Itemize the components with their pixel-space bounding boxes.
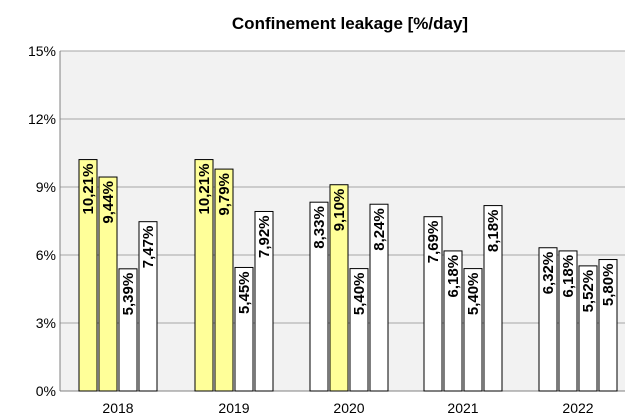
y-tick-label: 15%	[28, 43, 56, 59]
bar	[349, 268, 369, 392]
bar	[538, 247, 558, 392]
bar	[78, 159, 98, 392]
data-label: 6,32%	[540, 252, 557, 295]
y-tick-label: 3%	[36, 315, 56, 331]
bar	[329, 184, 349, 392]
data-label: 8,18%	[485, 210, 502, 253]
bar	[309, 201, 329, 392]
data-label: 9,79%	[216, 173, 233, 216]
data-label: 8,24%	[371, 208, 388, 251]
bar	[254, 210, 274, 392]
data-label: 6,18%	[445, 255, 462, 298]
data-label: 5,52%	[580, 270, 597, 313]
bar	[194, 159, 214, 392]
x-tick-label: 2019	[218, 400, 249, 416]
data-label: 7,69%	[425, 221, 442, 264]
y-tick-label: 0%	[36, 383, 56, 399]
x-tick-label: 2021	[447, 400, 478, 416]
bar	[423, 216, 443, 392]
bar	[558, 250, 578, 392]
x-tick-label: 2022	[562, 400, 593, 416]
bar	[214, 168, 234, 392]
bar	[138, 221, 158, 392]
bar	[234, 266, 254, 392]
chart-title: Confinement leakage [%/day]	[232, 14, 468, 33]
bar	[118, 268, 138, 392]
data-label: 5,40%	[465, 273, 482, 316]
data-label: 5,45%	[236, 271, 253, 314]
data-label: 7,92%	[256, 215, 273, 258]
bar	[98, 176, 118, 392]
bar	[483, 205, 503, 392]
data-label: 5,39%	[120, 273, 137, 316]
data-label: 5,80%	[600, 264, 617, 307]
bar	[443, 250, 463, 392]
data-label: 9,10%	[331, 189, 348, 232]
data-label: 10,21%	[80, 164, 97, 215]
y-tick-label: 6%	[36, 247, 56, 263]
data-label: 9,44%	[100, 181, 117, 224]
plot-area: 0%3%6%9%12%15%10,21% 9,44%5,39%7,47%20181…	[28, 43, 625, 416]
data-label: 8,33%	[311, 206, 328, 249]
bar	[598, 259, 618, 392]
y-tick-label: 9%	[36, 179, 56, 195]
data-label: 6,18%	[560, 255, 577, 298]
y-tick-label: 12%	[28, 111, 56, 127]
data-label: 10,21%	[196, 164, 213, 215]
bar	[463, 268, 483, 392]
x-tick-label: 2018	[102, 400, 133, 416]
bar	[369, 203, 389, 392]
bar	[578, 265, 598, 392]
data-label: 7,47%	[140, 226, 157, 269]
data-label: 5,40%	[351, 273, 368, 316]
x-tick-label: 2020	[333, 400, 364, 416]
